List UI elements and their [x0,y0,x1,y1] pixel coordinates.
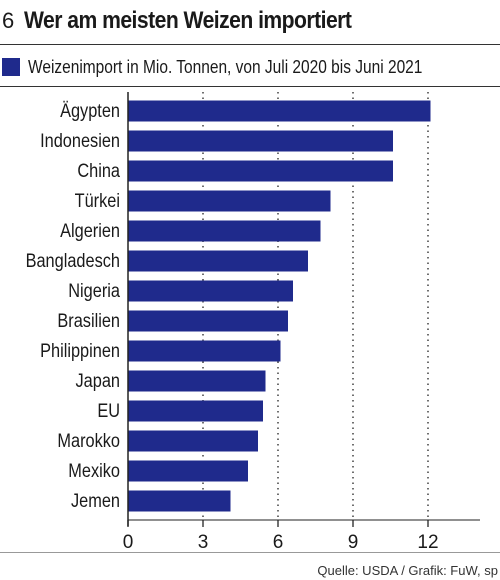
x-tick-label: 6 [273,532,284,550]
category-label: Bangladesch [26,250,120,271]
bar-1 [128,130,393,152]
bottom-rule [0,552,500,553]
category-label: Philippinen [40,340,120,361]
bar-2 [128,160,393,182]
category-label: Türkei [75,190,120,211]
category-label: Nigeria [68,280,120,301]
top-rule [0,44,500,45]
category-label: Mexiko [68,460,120,481]
category-label: Indonesien [40,130,120,151]
bar-9 [128,370,266,392]
source-note: Quelle: USDA / Grafik: FuW, sp [317,563,498,578]
bar-6 [128,280,293,302]
bar-chart: Ägypten Indonesien China Türkei Algerien Bang… [26,92,480,550]
bar-12 [128,460,248,482]
bar-13 [128,490,231,512]
bar-10 [128,400,263,422]
legend: Weizenimport in Mio. Tonnen, von Juli 20… [0,54,500,80]
bar-0 [128,100,431,122]
legend-swatch [2,58,20,76]
category-label: China [77,160,120,181]
bar-3 [128,190,331,212]
legend-label: Weizenimport in Mio. Tonnen, von Juli 20… [28,56,423,77]
bar-5 [128,250,308,272]
legend-rule [0,86,500,87]
category-label: Brasilien [57,310,120,331]
category-label: Jemen [71,490,120,511]
bar-11 [128,430,258,452]
category-label: EU [97,400,120,421]
chart-title: Wer am meisten Weizen importiert [24,7,352,34]
category-label: Algerien [60,220,120,241]
x-tick-label: 3 [198,532,209,550]
bar-8 [128,340,281,362]
x-tick-label: 12 [417,532,438,550]
x-tick-label: 9 [348,532,359,550]
x-tick-label: 0 [123,532,134,550]
category-label: Ägypten [60,100,120,121]
category-label: Marokko [57,430,120,451]
title-row: 6 Wer am meisten Weizen importiert [0,4,500,38]
category-label: Japan [76,370,120,391]
bar-7 [128,310,288,332]
bar-4 [128,220,321,242]
figure-number: 6 [2,8,15,33]
